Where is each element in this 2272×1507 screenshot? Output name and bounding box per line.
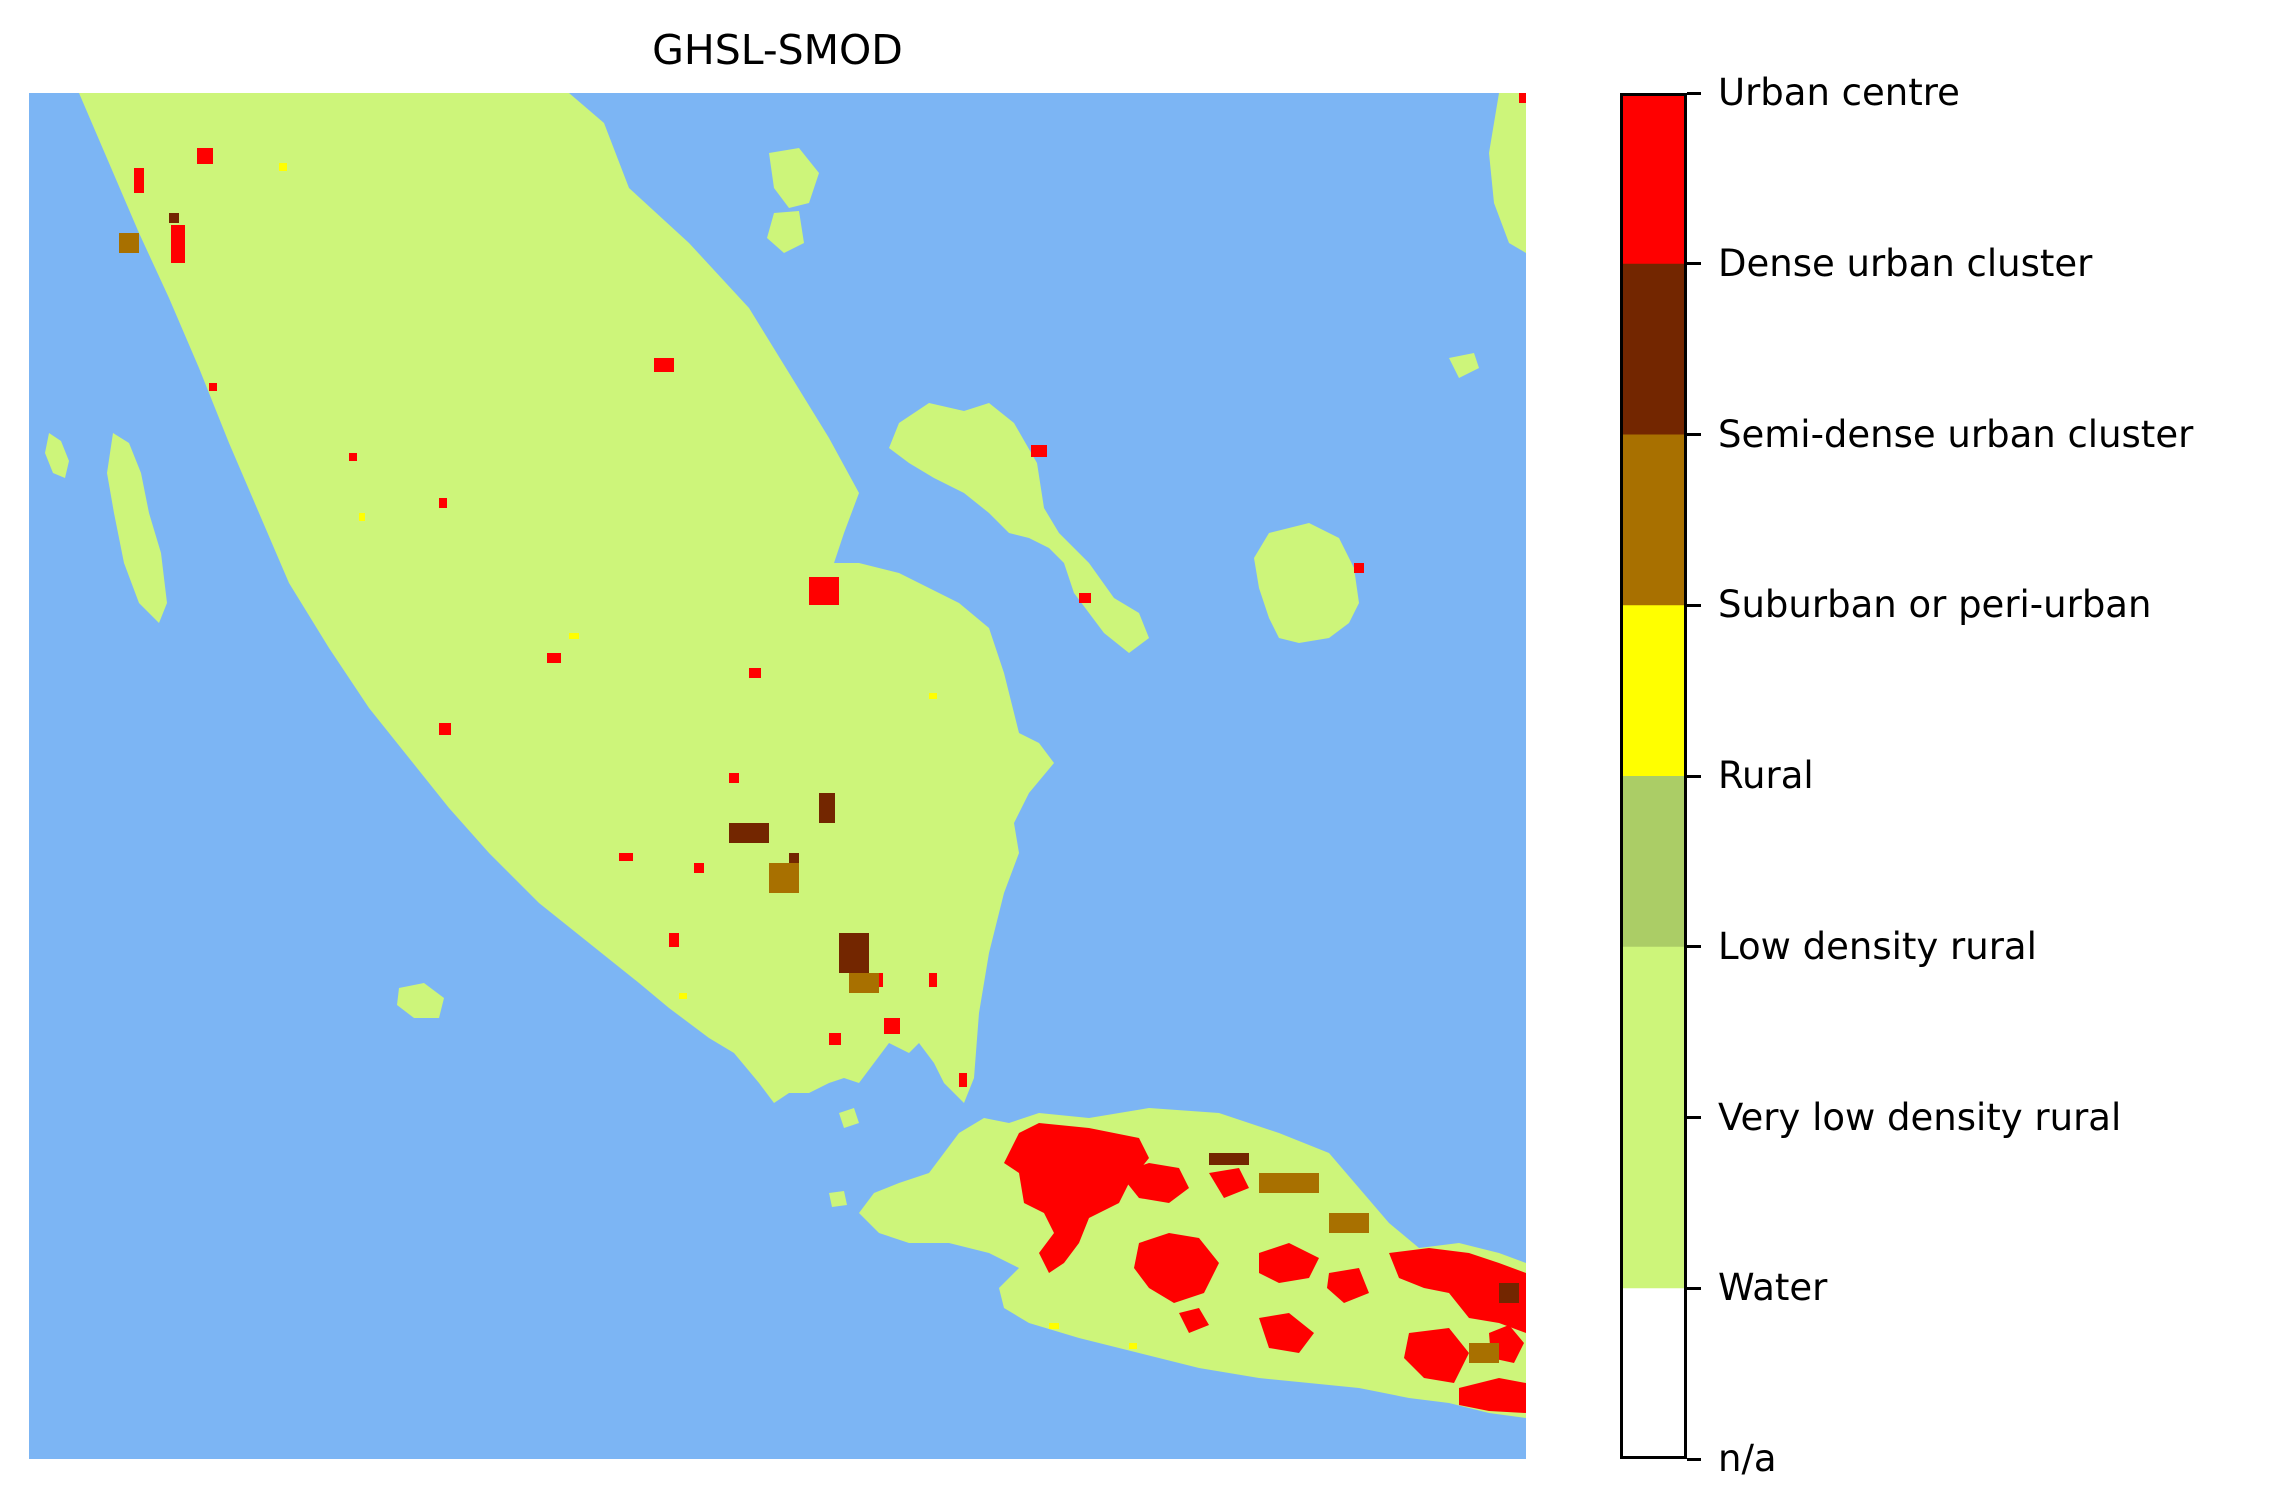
legend-tick: [1687, 603, 1701, 607]
legend-swatch-2: [1620, 434, 1687, 606]
legend-swatch-5: [1620, 946, 1687, 1118]
small-island-ne: [1449, 353, 1479, 378]
small-island-west-2: [45, 433, 69, 478]
semi-dense-clusters: [119, 233, 1499, 1363]
urban-centres: [134, 93, 1526, 1413]
small-islands-north: [767, 148, 819, 253]
legend-label: n/a: [1718, 1437, 1777, 1480]
legend-tick: [1687, 1116, 1701, 1119]
legend-label: Urban centre: [1718, 71, 1960, 114]
suburban-areas: [279, 163, 1137, 1349]
legend-colorbar: [1620, 93, 1687, 1459]
legend-swatch-7: [1620, 1288, 1687, 1459]
legend-label: Dense urban cluster: [1718, 241, 2093, 285]
sumatra-landmass: [79, 93, 1054, 1103]
map-title: GHSL-SMOD: [652, 26, 903, 74]
legend-label: Semi-dense urban cluster: [1718, 412, 2194, 456]
legend-swatch-3: [1620, 605, 1687, 777]
legend-tick: [1687, 91, 1701, 95]
bangka-island: [889, 403, 1149, 653]
small-island-west: [107, 433, 167, 623]
legend-label: Low density rural: [1718, 924, 2037, 968]
legend-label: Very low density rural: [1718, 1095, 2122, 1139]
legend-swatch-0: [1620, 93, 1687, 265]
legend-tick: [1687, 945, 1701, 949]
legend-tick: [1687, 1286, 1701, 1290]
legend-label: Rural: [1718, 754, 1814, 797]
legend-label: Suburban or peri-urban: [1718, 583, 2152, 627]
legend-swatch-1: [1620, 263, 1687, 435]
legend-tick: [1687, 774, 1701, 778]
legend-label: Water: [1718, 1266, 1828, 1310]
legend-frame: [1620, 93, 1687, 1459]
legend-tick: [1687, 262, 1701, 266]
legend-tick: [1687, 433, 1701, 436]
legend-tick: [1687, 1457, 1701, 1461]
smod-map: [29, 93, 1526, 1459]
borneo-edge: [1489, 93, 1526, 253]
legend-swatch-6: [1620, 1117, 1687, 1289]
krakatau-islands: [829, 1108, 859, 1207]
small-island-south: [397, 983, 444, 1018]
belitung-island: [1254, 523, 1359, 643]
legend-swatch-4: [1620, 776, 1687, 948]
